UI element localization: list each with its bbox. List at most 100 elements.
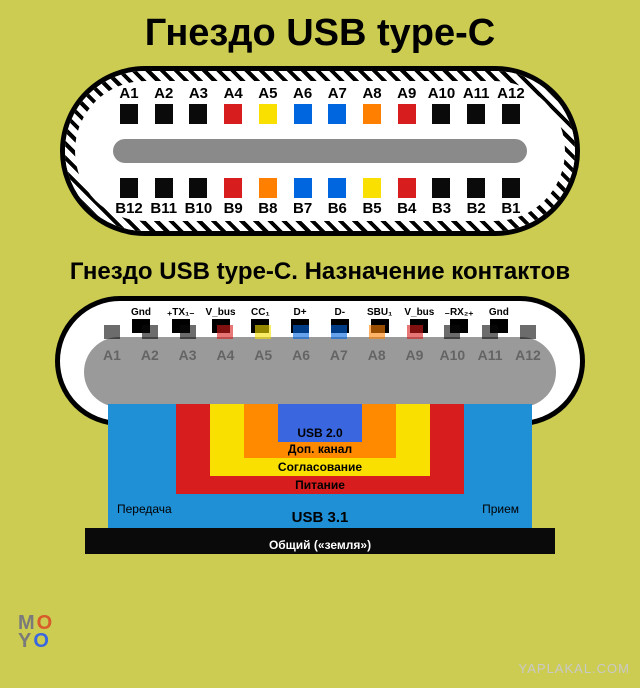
pin-label: B12 xyxy=(115,200,143,217)
pin: A1 xyxy=(115,85,143,124)
connector-tongue xyxy=(113,139,527,163)
pin-block xyxy=(363,178,381,198)
ghost-pin-label: A1 xyxy=(96,347,128,363)
pin: B4 xyxy=(393,178,421,217)
ghost-pin-label: A11 xyxy=(474,347,506,363)
signal-label: D+ xyxy=(294,307,307,318)
ghost-pin-block xyxy=(180,325,196,339)
signal-label: Gnd xyxy=(131,307,151,318)
pin-row-a: A1A2A3A4A5A6A7A8A9A10A11A12 xyxy=(115,85,525,124)
pin-row-b: B12 B11 B10 B9 B8 B7 B6 B5 B4 B3 B2 B1 xyxy=(115,178,525,217)
ghost-pin-label: A2 xyxy=(134,347,166,363)
title-top: Гнездо USB type-C xyxy=(0,12,640,55)
pin-label: B1 xyxy=(501,200,520,217)
pin-label: B3 xyxy=(432,200,451,217)
pin: B12 xyxy=(115,178,143,217)
ghost-pin-label: A8 xyxy=(361,347,393,363)
signal-label: V_bus xyxy=(404,307,434,318)
pin-label: A2 xyxy=(154,85,173,102)
pin-block xyxy=(363,104,381,124)
pin-label: A5 xyxy=(258,85,277,102)
signal-label: V_bus xyxy=(206,307,236,318)
ghost-pin-label: A5 xyxy=(247,347,279,363)
pin-block xyxy=(120,104,138,124)
pin-label: A6 xyxy=(293,85,312,102)
ghost-pin-block xyxy=(520,325,536,339)
pin-block xyxy=(259,104,277,124)
title-bottom: Гнездо USB type-C. Назначение контактов xyxy=(0,258,640,286)
pin-block xyxy=(224,178,242,198)
pin-label: B6 xyxy=(328,200,347,217)
pin-label: A4 xyxy=(224,85,243,102)
pin-block xyxy=(467,178,485,198)
pin: B1 xyxy=(497,178,525,217)
ghost-pin-block xyxy=(142,325,158,339)
pin-label: B5 xyxy=(362,200,381,217)
logo-line2: YO xyxy=(18,632,54,650)
signal-label: CC₁ xyxy=(251,307,270,318)
pin-block xyxy=(155,104,173,124)
pin-block xyxy=(189,104,207,124)
signal-label: ₋RX₂₊ xyxy=(445,307,474,318)
pin: A8 xyxy=(358,85,386,124)
pin: A10 xyxy=(427,85,455,124)
pin-label: A1 xyxy=(119,85,138,102)
signal-label: D- xyxy=(335,307,346,318)
pin-label: A7 xyxy=(328,85,347,102)
pin: A9 xyxy=(393,85,421,124)
watermark: YAPLAKAL.COM xyxy=(519,661,630,676)
ghost-pin-block xyxy=(407,325,423,339)
pin: B11 xyxy=(150,178,178,217)
side-label-right: Прием xyxy=(482,502,519,516)
pin-block xyxy=(398,104,416,124)
pin-block xyxy=(432,104,450,124)
pin-label: A12 xyxy=(497,85,525,102)
ghost-pin-label: A9 xyxy=(399,347,431,363)
pin-label: B4 xyxy=(397,200,416,217)
ghost-pin-block xyxy=(331,325,347,339)
pin-label: B10 xyxy=(185,200,213,217)
ghost-pin-label: A7 xyxy=(323,347,355,363)
pin-block xyxy=(259,178,277,198)
pin: A12 xyxy=(497,85,525,124)
connector-top-inner: A1A2A3A4A5A6A7A8A9A10A11A12 B12B11B10B9B… xyxy=(75,81,565,221)
pin-block xyxy=(467,104,485,124)
pin-label: B7 xyxy=(293,200,312,217)
pin-block xyxy=(294,104,312,124)
pin: A6 xyxy=(289,85,317,124)
pin-label: B8 xyxy=(258,200,277,217)
pin: B8 xyxy=(254,178,282,217)
ghost-pin-block xyxy=(444,325,460,339)
side-label-left: Передача xyxy=(117,502,172,516)
pin-block xyxy=(398,178,416,198)
ghost-pin-label: A6 xyxy=(285,347,317,363)
connector-top: A1A2A3A4A5A6A7A8A9A10A11A12 B12B11B10B9B… xyxy=(60,66,580,236)
pin-block xyxy=(189,178,207,198)
pin: B7 xyxy=(289,178,317,217)
pin: B10 xyxy=(184,178,212,217)
ghost-pin-label: A10 xyxy=(436,347,468,363)
pin-block xyxy=(328,104,346,124)
signal-label: Gnd xyxy=(489,307,509,318)
pin: B3 xyxy=(427,178,455,217)
pin: A2 xyxy=(150,85,178,124)
logo: MO YO xyxy=(18,614,54,650)
ghost-pin-label: A4 xyxy=(209,347,241,363)
pin-block xyxy=(120,178,138,198)
pin-block xyxy=(294,178,312,198)
pin-block xyxy=(328,178,346,198)
pin: B6 xyxy=(323,178,351,217)
pin: A4 xyxy=(219,85,247,124)
pin-label: A9 xyxy=(397,85,416,102)
pin-label: A10 xyxy=(428,85,456,102)
pin-block xyxy=(224,104,242,124)
signal-label: SBU₁ xyxy=(367,307,392,318)
pin: B2 xyxy=(462,178,490,217)
pin-label: A8 xyxy=(362,85,381,102)
pyramid-layer: Общий («земля») xyxy=(85,528,555,554)
ghost-pin-label: A3 xyxy=(172,347,204,363)
signal-label: ₊TX₁₋ xyxy=(167,307,194,318)
pin: B9 xyxy=(219,178,247,217)
ghost-pin-block xyxy=(482,325,498,339)
pin: A11 xyxy=(462,85,490,124)
